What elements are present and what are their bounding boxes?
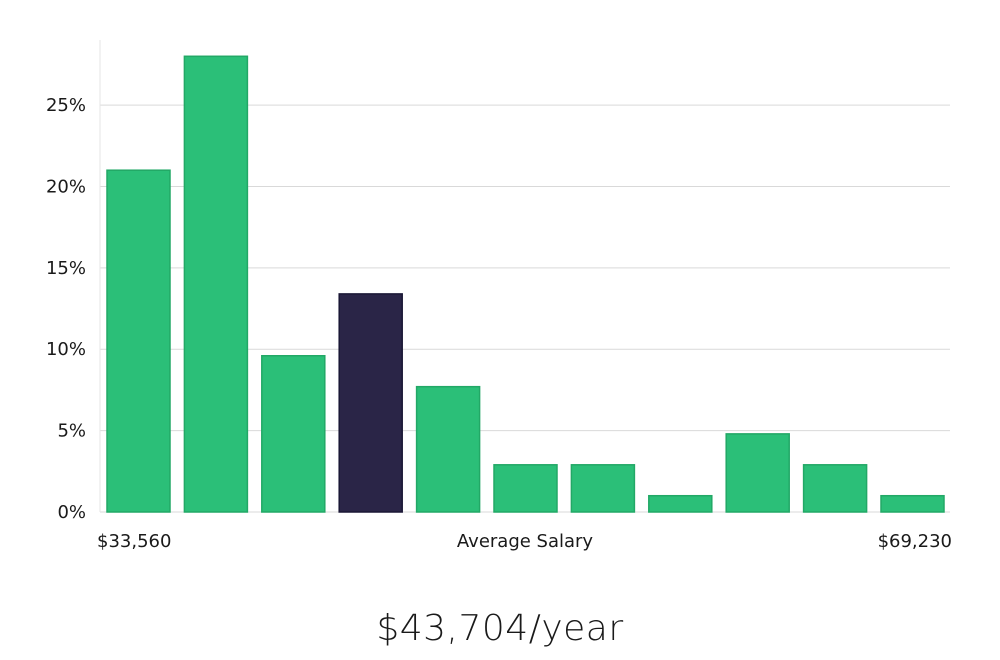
bar xyxy=(570,464,636,513)
y-axis-ticks: 0% 5% 10% 15% 20% 25% xyxy=(46,95,86,523)
y-tick-label: 20% xyxy=(46,176,86,197)
x-axis-title: Average Salary xyxy=(457,531,594,552)
bar xyxy=(880,494,945,513)
average-salary-summary: $43,704/year xyxy=(376,608,624,649)
bar xyxy=(183,55,249,513)
y-tick-label: 0% xyxy=(57,502,86,523)
salary-histogram: 0%5%10%15%20%25% $33,560 Average Salary … xyxy=(46,40,952,552)
y-tick-label: 5% xyxy=(57,421,86,442)
bar xyxy=(648,494,713,513)
bar xyxy=(415,385,481,513)
bar-highlighted xyxy=(338,293,403,513)
bar xyxy=(106,169,171,513)
x-min-label: $33,560 xyxy=(97,531,171,552)
bar xyxy=(493,464,558,513)
y-tick-label: 10% xyxy=(46,339,86,360)
bar xyxy=(802,464,868,513)
bar xyxy=(725,433,790,513)
x-max-label: $69,230 xyxy=(878,531,952,552)
bars xyxy=(106,55,945,513)
y-tick-label: 15% xyxy=(46,258,86,279)
y-tick-label: 25% xyxy=(46,95,86,116)
bar xyxy=(261,355,326,513)
